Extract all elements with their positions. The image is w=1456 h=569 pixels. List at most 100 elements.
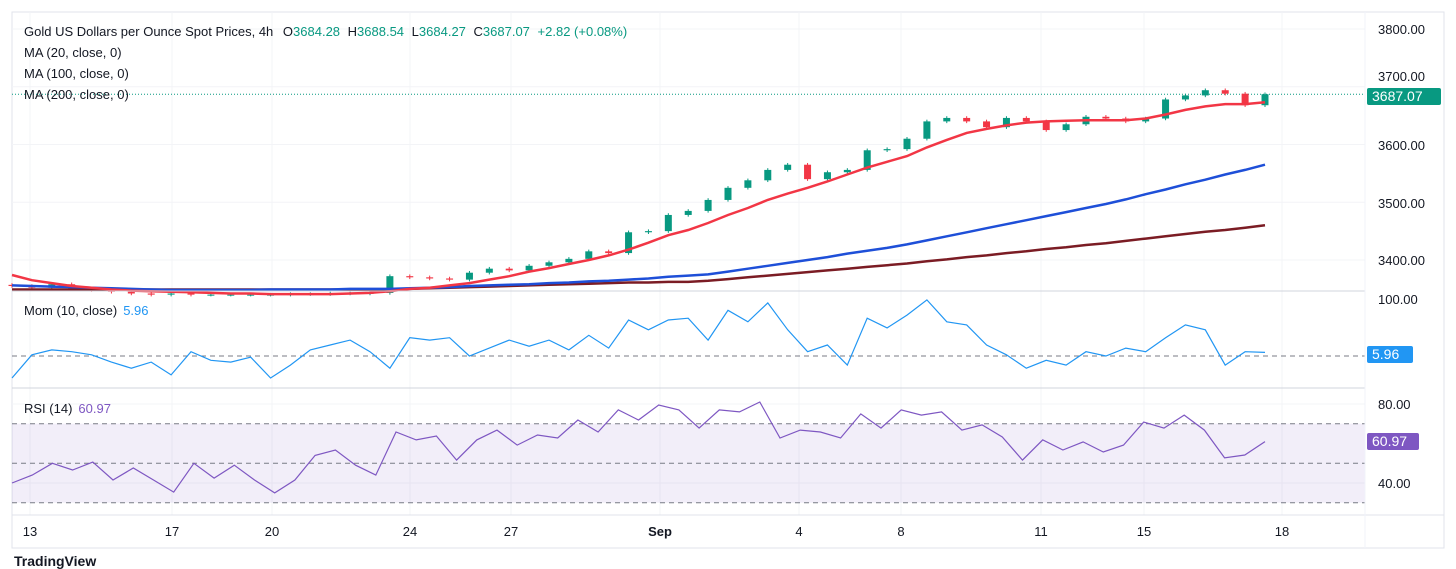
time-tick: 11 [1034, 524, 1048, 539]
ma200-legend[interactable]: MA (200, close, 0) [24, 87, 129, 102]
last-price-badge: 3687.07 [1367, 88, 1441, 105]
candle-body [1261, 94, 1269, 106]
candle-body [843, 169, 851, 173]
candle-body [426, 277, 434, 279]
symbol-legend[interactable]: Gold US Dollars per Ounce Spot Prices, 4… [24, 24, 627, 39]
change-value: +2.82 (+0.08%) [537, 24, 628, 39]
candle-body [1062, 124, 1070, 131]
candle-body [167, 293, 175, 295]
time-tick: 27 [504, 524, 518, 539]
candle-body [823, 172, 831, 180]
ma100-line [11, 163, 1266, 292]
candle-body [605, 251, 613, 254]
high-label: H [347, 24, 358, 39]
candle-body [744, 180, 752, 188]
candle-body [247, 294, 255, 296]
time-tick: 13 [23, 524, 37, 539]
candle-body [684, 210, 692, 215]
open-label: O [282, 24, 294, 39]
price-tick: 3600.00 [1378, 138, 1425, 153]
price-tick: 3700.00 [1378, 69, 1425, 84]
candle-body [784, 164, 792, 170]
candle-body [207, 294, 215, 296]
open-value: 3684.28 [293, 24, 341, 39]
rsi-value-badge: 60.97 [1367, 433, 1419, 450]
mom-value-badge: 5.96 [1367, 346, 1413, 363]
candle-body [1102, 116, 1110, 119]
candle-body [983, 121, 991, 128]
candle-body [883, 149, 891, 151]
candle-body [804, 164, 812, 180]
price-tick: 3500.00 [1378, 196, 1425, 211]
mom-legend[interactable]: Mom (10, close) 5.96 [24, 303, 149, 318]
candle-body [1162, 99, 1170, 119]
candle-body [1002, 117, 1010, 128]
ma100-legend[interactable]: MA (100, close, 0) [24, 66, 129, 81]
ma20-line [11, 101, 1266, 296]
time-tick: 15 [1137, 524, 1151, 539]
rsi-value: 60.97 [78, 401, 111, 416]
ma20-legend[interactable]: MA (20, close, 0) [24, 45, 122, 60]
candle-body [1221, 90, 1229, 94]
candle-body [406, 276, 414, 278]
candle-body [147, 293, 155, 295]
candles [8, 88, 1269, 297]
series-lines [11, 101, 1266, 494]
mom-tick: 100.00 [1378, 292, 1418, 307]
candle-body [525, 265, 533, 271]
candle-body [485, 268, 493, 273]
candle-body [545, 262, 553, 266]
time-tick: 18 [1275, 524, 1289, 539]
high-value: 3688.54 [357, 24, 405, 39]
rsi-line [11, 401, 1266, 494]
rsi-band [12, 93, 1365, 504]
time-tick: 8 [897, 524, 904, 539]
candle-body [625, 232, 633, 254]
candle-body [764, 169, 772, 181]
rsi-legend[interactable]: RSI (14) 60.97 [24, 401, 111, 416]
time-tick: Sep [648, 524, 672, 539]
candle-body [446, 278, 454, 280]
time-tick: 4 [795, 524, 802, 539]
price-tick: 3400.00 [1378, 253, 1425, 268]
close-label: C [473, 24, 483, 39]
candle-body [505, 268, 513, 271]
time-axis[interactable]: 13 17 20 24 27 Sep 4 8 11 15 18 [23, 524, 1289, 539]
candle-body [644, 231, 652, 233]
candle-body [963, 117, 971, 122]
candle-body [227, 294, 235, 296]
candle-body [863, 150, 871, 170]
low-label: L [411, 24, 419, 39]
rsi-label: RSI (14) [24, 401, 73, 416]
candle-body [1201, 90, 1209, 96]
candle-body [465, 272, 473, 280]
time-tick: 24 [403, 524, 417, 539]
candle-body [1022, 117, 1030, 122]
low-value: 3684.27 [418, 24, 466, 39]
tradingview-logo: TradingView [14, 553, 97, 569]
candle-body [1042, 121, 1050, 131]
candle-body [187, 293, 195, 295]
time-tick: 20 [265, 524, 279, 539]
mom-value: 5.96 [123, 303, 149, 318]
candle-body [386, 276, 394, 293]
rsi-tick: 40.00 [1378, 476, 1411, 491]
candle-body [565, 258, 573, 263]
candle-body [903, 138, 911, 150]
price-tick: 3800.00 [1378, 22, 1425, 37]
symbol-title: Gold US Dollars per Ounce Spot Prices, 4… [24, 24, 274, 39]
momentum-line [11, 299, 1266, 379]
candle-body [585, 251, 593, 259]
candle-body [127, 291, 135, 294]
price-axis[interactable]: 3800.00 3700.00 3600.00 3500.00 3400.00 … [1378, 22, 1425, 491]
time-tick: 17 [165, 524, 179, 539]
candle-body [1181, 95, 1189, 100]
rsi-tick: 80.00 [1378, 397, 1411, 412]
candle-body [704, 199, 712, 211]
candle-body [1241, 93, 1249, 106]
close-value: 3687.07 [482, 24, 530, 39]
candle-body [943, 117, 951, 122]
candle-body [923, 121, 931, 139]
candle-body [1142, 118, 1150, 122]
